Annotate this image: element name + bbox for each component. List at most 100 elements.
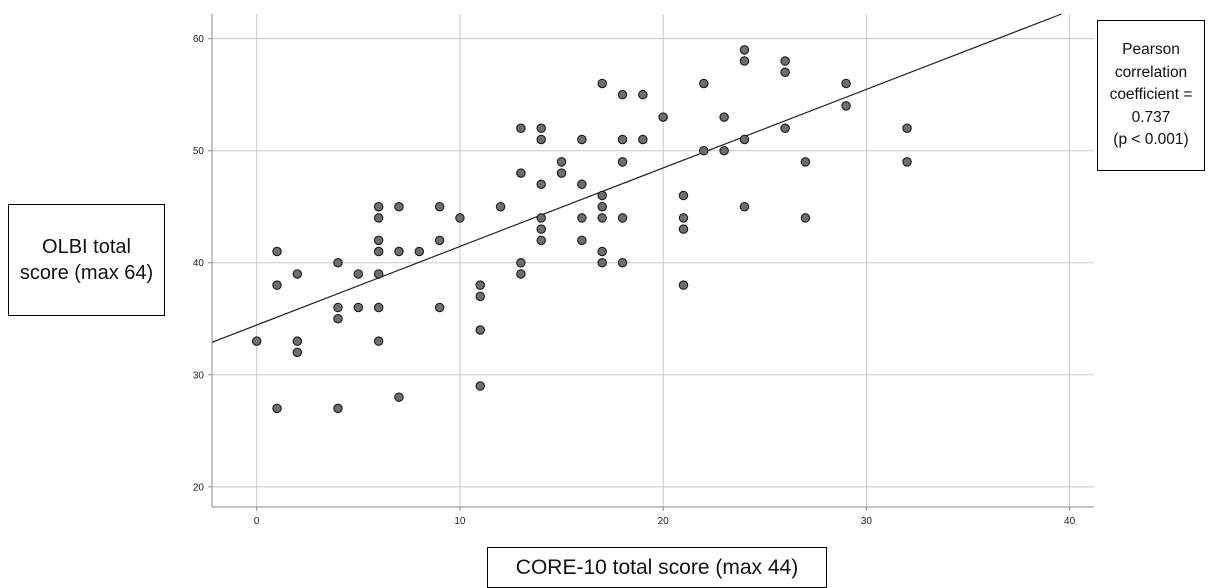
- scatter-point: [475, 280, 486, 290]
- scatter-point: [516, 123, 526, 134]
- axes: [211, 14, 1094, 508]
- scatter-point: [678, 213, 689, 223]
- scatter-point: [434, 302, 445, 313]
- scatter-point: [516, 269, 526, 279]
- scatter-point: [333, 403, 343, 414]
- correlation-annotation: Pearson correlation coefficient = 0.737 (p <…: [1097, 20, 1205, 171]
- scatter-point: [292, 336, 303, 346]
- scatter-point: [536, 123, 546, 134]
- scatter-point: [516, 168, 526, 178]
- scatter-point: [739, 134, 750, 145]
- scatter-point: [475, 325, 486, 335]
- scatter-point: [597, 190, 607, 201]
- scatter-point: [475, 291, 486, 302]
- scatter-point: [638, 134, 648, 145]
- scatter-point: [536, 235, 546, 246]
- scatter-point: [333, 314, 343, 324]
- scatter-point: [516, 257, 526, 268]
- y-tick-label: 50: [193, 146, 205, 157]
- y-axis-label: OLBI total score (max 64): [8, 204, 165, 316]
- scatter-point: [739, 56, 750, 66]
- scatter-point: [373, 213, 384, 223]
- scatter-point: [699, 145, 709, 156]
- scatter-point: [292, 269, 303, 279]
- scatter-point: [434, 235, 445, 246]
- scatter-point: [434, 201, 445, 212]
- scatter-point: [577, 134, 587, 145]
- scatter-point: [536, 213, 546, 223]
- scatter-point: [272, 246, 282, 257]
- scatter-point: [678, 224, 689, 234]
- annotation-line: Pearson: [1122, 41, 1180, 59]
- scatter-point: [617, 213, 628, 223]
- scatter-point: [719, 112, 729, 122]
- scatter-point: [373, 269, 384, 279]
- x-tick-label: 30: [861, 516, 873, 527]
- scatter-point: [617, 89, 628, 100]
- y-tick-label: 30: [193, 370, 205, 381]
- scatter-point: [597, 201, 607, 212]
- y-tick-label: 60: [193, 34, 205, 45]
- scatter-point: [841, 78, 851, 89]
- fit-line-group: [211, 13, 1062, 343]
- x-axis-label: CORE-10 total score (max 44): [487, 547, 827, 588]
- scatter-point: [536, 134, 546, 145]
- annotation-line: (p < 0.001): [1113, 131, 1189, 149]
- scatter-point: [292, 347, 303, 358]
- scatter-point: [638, 89, 648, 100]
- scatter-point: [597, 257, 607, 268]
- scatter-point: [597, 246, 607, 257]
- scatter-point: [373, 201, 384, 212]
- scatter-point: [780, 56, 790, 66]
- scatter-point: [414, 246, 425, 257]
- scatter-point: [536, 179, 546, 190]
- y-tick-label: 20: [193, 482, 205, 493]
- scatter-point: [272, 280, 282, 290]
- scatter-point: [556, 168, 567, 178]
- scatter-point: [678, 190, 689, 201]
- scatter-point: [902, 157, 912, 167]
- x-tick-label: 40: [1064, 516, 1076, 527]
- scatter-point: [597, 213, 607, 223]
- scatter-point: [251, 336, 262, 346]
- scatter-point: [333, 302, 343, 313]
- scatter-point: [739, 45, 750, 55]
- scatter-point: [394, 392, 404, 402]
- scatter-point: [495, 201, 506, 212]
- scatter-point: [577, 213, 587, 223]
- scatter-point: [394, 246, 404, 257]
- scatter-point: [617, 257, 628, 268]
- scatter-point: [475, 381, 486, 391]
- annotation-line: coefficient =: [1109, 86, 1193, 104]
- scatter-point: [536, 224, 546, 234]
- scatter-point: [800, 213, 811, 223]
- regression-line: [211, 13, 1062, 343]
- scatter-point: [577, 179, 587, 190]
- grid-lines: [212, 14, 1094, 507]
- annotation-line: 0.737: [1131, 108, 1171, 126]
- x-tick-label: 10: [454, 516, 466, 527]
- annotation-line: correlation: [1114, 63, 1188, 81]
- scatter-point: [373, 246, 384, 257]
- scatter-point: [353, 302, 364, 313]
- tick-labels: 0 10 20 30 40 20 30 40 50 60: [193, 34, 1076, 527]
- scatter-point: [394, 201, 404, 212]
- scatter-point: [597, 78, 607, 89]
- scatter-point: [556, 157, 567, 167]
- scatter-point: [333, 257, 343, 268]
- scatter-point: [272, 403, 282, 414]
- scatter-point: [373, 302, 384, 313]
- x-tick-label: 0: [254, 516, 260, 527]
- scatter-point: [699, 78, 709, 89]
- scatter-point: [780, 67, 790, 78]
- scatter-point: [780, 123, 790, 134]
- scatter-point: [841, 101, 851, 111]
- scatter-point: [902, 123, 912, 134]
- scatter-point: [719, 145, 729, 156]
- scatter-point: [800, 157, 811, 167]
- scatter-point: [617, 157, 628, 167]
- data-points: [251, 45, 912, 414]
- scatter-point: [373, 235, 384, 246]
- scatter-point: [373, 336, 384, 346]
